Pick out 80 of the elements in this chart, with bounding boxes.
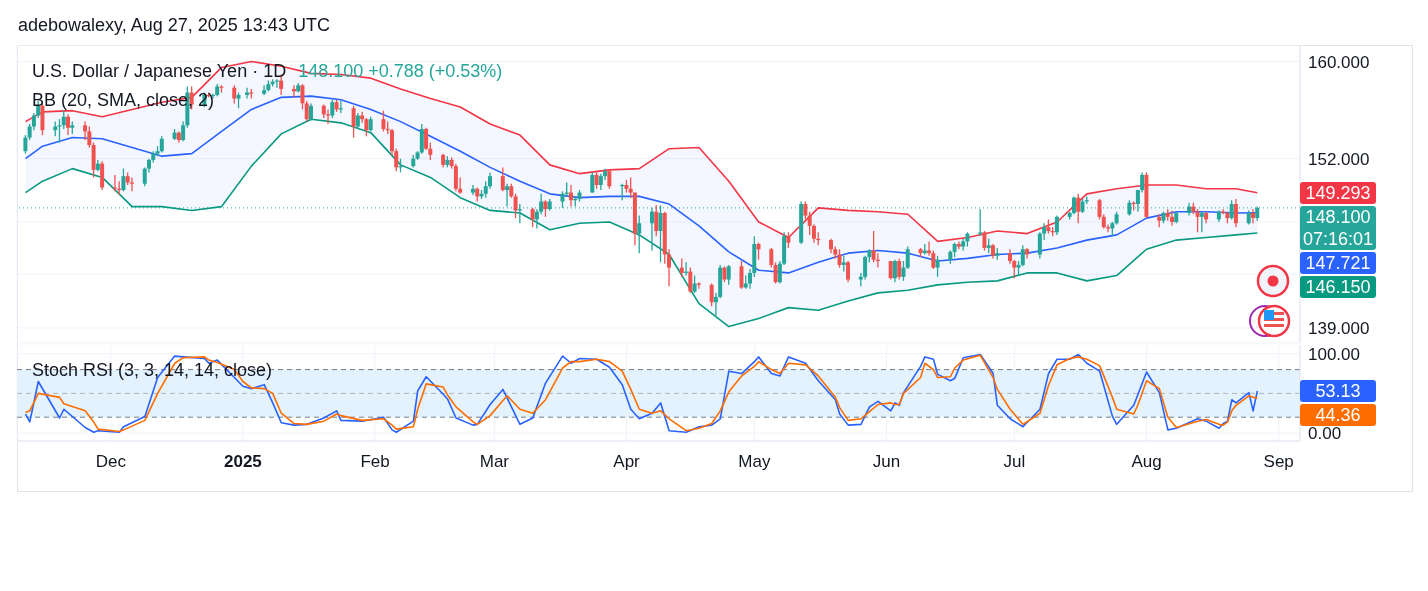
candlestick (863, 255, 868, 281)
text: 147.721 (1300, 251, 1376, 274)
candlestick (57, 118, 62, 144)
candlestick (1076, 193, 1081, 224)
x-tick-label: Jun (872, 452, 901, 471)
candlestick (1229, 199, 1234, 221)
candlestick (905, 245, 910, 270)
candlestick (982, 230, 987, 252)
y-tick-label: 160.000 (1308, 52, 1370, 72)
x-tick-label: Sep (1263, 452, 1294, 471)
text: 148.100 (1304, 205, 1372, 228)
y-tick-label: 100.00 (1308, 344, 1360, 364)
x-tick-label: Aug (1131, 452, 1162, 471)
candlestick (956, 240, 961, 250)
candlestick (232, 84, 237, 105)
candlestick (530, 207, 535, 228)
x-tick-label: Apr (613, 452, 641, 471)
candlestick (381, 110, 386, 133)
candlestick (978, 208, 983, 237)
candlestick (837, 248, 842, 269)
candlestick (846, 260, 851, 283)
candlestick (935, 255, 940, 278)
candlestick (773, 261, 778, 285)
candlestick (513, 193, 518, 219)
candlestick (330, 99, 335, 119)
candlestick (100, 160, 105, 191)
line-series (24, 118, 1259, 328)
text: 07:16:01 (1301, 227, 1375, 250)
candlestick (326, 108, 331, 125)
candlestick (83, 120, 88, 141)
candlestick (470, 184, 475, 196)
candlestick (304, 100, 309, 123)
candlestick (688, 266, 693, 294)
y-tick-label: 152.000 (1308, 149, 1370, 169)
candlestick (453, 162, 458, 192)
candlestick (1195, 208, 1200, 233)
candlestick (121, 167, 126, 192)
candlestick (739, 260, 744, 290)
candlestick (1020, 244, 1025, 267)
text: 53.13 (1300, 379, 1376, 402)
x-tick-label: Jul (1003, 452, 1026, 471)
candlestick (897, 257, 902, 281)
y-tick-label: 0.00 (1308, 424, 1342, 444)
candlestick (129, 176, 134, 192)
candlestick (679, 257, 684, 278)
text: U.S. Dollar / Japanese Yen · 1D (32, 61, 287, 81)
candlestick (23, 134, 28, 155)
x-tick-label: Dec (95, 452, 127, 471)
candlestick (628, 176, 633, 199)
x-tick-label: Mar (479, 452, 510, 471)
candlestick (1140, 171, 1145, 194)
candlestick (424, 127, 429, 151)
candlestick (262, 84, 267, 96)
text: adebowalexy, Aug 27, 2025 13:43 UTC (18, 15, 330, 35)
x-tick-label: May (738, 452, 771, 471)
candlestick (351, 105, 356, 139)
candlestick (901, 260, 906, 282)
candlestick (87, 125, 92, 149)
y-tick-label: 139.000 (1308, 318, 1370, 338)
line-series (24, 60, 1259, 243)
candlestick (888, 260, 893, 281)
candlestick (637, 214, 642, 254)
candlestick (1199, 211, 1204, 233)
candlestick (61, 110, 66, 130)
candlestick (607, 169, 612, 190)
x-tick-label: 2025 (224, 452, 262, 471)
text: 146.150 (1300, 275, 1376, 298)
candlestick (892, 259, 897, 283)
candlestick (769, 247, 774, 269)
candlestick (500, 166, 505, 192)
candlestick (568, 184, 573, 208)
text: 44.36 (1300, 403, 1376, 426)
candlestick (300, 83, 305, 111)
candlestick (726, 264, 731, 286)
candlestick (419, 123, 424, 155)
candlestick (654, 204, 659, 237)
x-tick-label: Feb (360, 452, 390, 471)
candlestick (590, 171, 595, 194)
candlestick (709, 282, 714, 307)
text: 149.293 (1300, 181, 1376, 204)
